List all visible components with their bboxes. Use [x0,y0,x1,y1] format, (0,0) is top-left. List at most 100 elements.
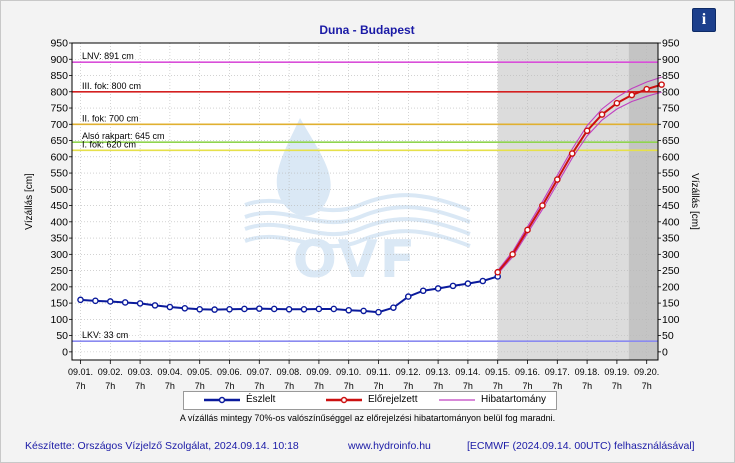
x-tick-date-label: 09.16. [515,367,540,377]
y-tick-label-right: 900 [662,54,680,66]
observed-point [315,305,323,313]
forecast-point [613,99,621,107]
observed-point [479,277,487,285]
observed-point [434,285,442,292]
y-tick-label-right: 600 [662,151,680,163]
observed-point [449,282,457,290]
x-tick-date-label: 09.11. [366,367,390,377]
legend-label-observed: Észlelt [246,394,276,405]
reference-line-label: I. fok: 620 cm [82,139,136,149]
observed-point [419,287,427,295]
y-tick-label-right: 200 [662,281,680,293]
y-tick-label-right: 50 [662,330,674,342]
x-tick-hour-label: 7h [403,381,413,391]
footer-author: Készítette: Országos Vízjelző Szolgálat,… [25,440,299,452]
y-tick-label: 550 [50,168,68,180]
observed-point [166,303,174,311]
observed-point [404,293,412,300]
y-tick-label: 250 [50,265,68,277]
info-button[interactable]: i [692,8,716,32]
x-tick-hour-label: 7h [522,381,532,391]
x-tick-hour-label: 7h [552,381,562,391]
watermark-wave [244,205,471,225]
y-tick-label: 900 [50,54,68,66]
probability-note: A vízállás mintegy 70%-os valószínűségge… [179,413,556,423]
y-tick-label-right: 750 [662,103,680,115]
forecast-point [568,150,576,157]
observed-point [345,306,353,314]
y-tick-label-right: 150 [662,298,680,310]
forecast-point [539,202,546,209]
y-tick-label-right: 450 [662,200,680,212]
x-tick-date-label: 09.07. [247,367,272,377]
x-tick-date-label: 09.15. [485,367,510,377]
x-tick-date-label: 09.02. [98,367,123,377]
y-tick-label: 600 [50,151,68,163]
forecast-point [509,251,516,258]
y-tick-label: 150 [50,298,68,310]
observed-point [270,305,278,313]
y-tick-label-right: 500 [662,184,680,196]
watermark-wave [244,229,471,249]
observed-point [285,305,293,313]
plot-border [71,42,659,361]
y-tick-label: 950 [50,38,68,50]
watermark-wave [244,217,471,237]
x-tick-date-label: 09.01. [68,367,93,377]
x-tick-hour-label: 7h [284,381,294,391]
y-tick-label-right: 350 [662,233,680,245]
x-tick-hour-label: 7h [642,381,652,391]
observed-point [360,307,367,315]
forecast-point [658,81,665,88]
x-tick-hour-label: 7h [165,381,175,391]
error-range-lower-line [497,91,662,275]
y-tick-label-right: 850 [662,70,680,82]
x-tick-date-label: 09.12. [396,367,421,377]
x-tick-hour-label: 7h [463,381,473,391]
y-tick-label-right: 550 [662,168,680,180]
observed-point [181,305,189,312]
y-tick-label: 450 [50,200,68,212]
y-tick-label-right: 300 [662,249,680,261]
legend-label-forecast: Előrejelzett [368,394,418,405]
y-tick-label: 350 [50,233,68,245]
observed-point [136,300,144,307]
forecast-point [598,111,606,118]
y-tick-label: 400 [50,216,68,228]
legend: Észlelt Előrejelzett Hibatartomány [183,391,557,410]
x-tick-date-label: 09.05. [187,367,212,377]
watermark-text: OVF [293,230,418,290]
y-axis-label-right: Vízállás [cm] [689,173,700,230]
watermark-wave [244,193,471,213]
x-tick-date-label: 09.10. [336,367,361,377]
y-tick-label: 0 [62,346,68,358]
observed-point [375,308,382,316]
x-tick-date-label: 09.17. [545,367,570,377]
observed-point [151,302,159,309]
observed-point [300,305,308,313]
reference-line-label: II. fok: 700 cm [82,113,139,123]
reference-line-label: LNV: 891 cm [82,51,134,61]
x-tick-hour-label: 7h [135,381,145,391]
observed-point [330,305,338,313]
y-tick-label: 800 [50,86,68,98]
chart-title: Duna - Budapest [319,23,414,37]
footer-source: [ECMWF (2024.09.14. 00UTC) felhasználásá… [467,440,695,452]
y-tick-label-right: 800 [662,86,680,98]
x-tick-hour-label: 7h [254,381,264,391]
x-tick-date-label: 09.14. [455,367,480,377]
x-tick-hour-label: 7h [195,381,205,391]
forecast-point [524,226,531,234]
x-tick-hour-label: 7h [344,381,354,391]
observed-point [226,305,233,313]
observed-point [107,298,114,305]
y-tick-label-right: 250 [662,265,680,277]
observed-point [196,305,203,313]
x-tick-date-label: 09.08. [277,367,302,377]
y-tick-label: 850 [50,70,68,82]
x-tick-date-label: 09.19. [604,367,629,377]
footer-site-link[interactable]: www.hydroinfo.hu [348,440,431,452]
y-tick-label: 50 [56,330,68,342]
y-tick-label: 100 [50,314,68,326]
